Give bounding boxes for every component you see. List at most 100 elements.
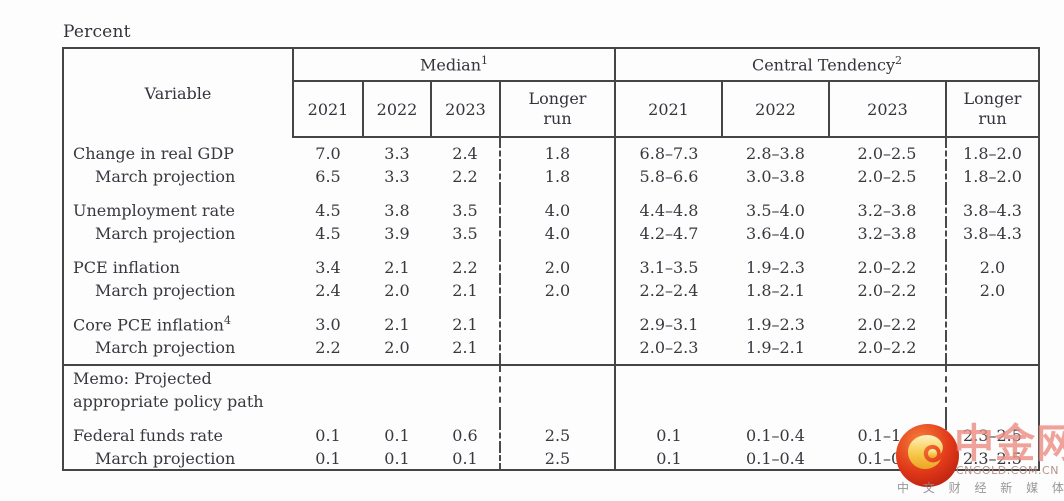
column-group-central-tendency: Central Tendency2 bbox=[614, 48, 1039, 82]
value-cell: 2.2–2.4 bbox=[614, 279, 722, 302]
spacer-row bbox=[63, 188, 1039, 199]
ct-year-2021: 2021 bbox=[614, 81, 722, 138]
value-cell: 4.2–4.7 bbox=[614, 222, 722, 245]
row-label: March projection bbox=[95, 224, 236, 243]
value-cell: 2.3–2.5 bbox=[945, 424, 1039, 448]
value-cell: 0.1–0.9 bbox=[857, 448, 917, 468]
value-cell: 2.0–2.2 bbox=[857, 315, 917, 334]
value-cell: 2.0 bbox=[945, 279, 1039, 302]
row-federal-funds-rate-march: March projection 0.1 0.1 0.1 2.5 0.1 0.1… bbox=[63, 447, 1039, 471]
row-label-text: Core PCE inflation bbox=[73, 315, 224, 335]
value-cell: 0.1 bbox=[384, 426, 410, 446]
value-cell: 3.8–4.3 bbox=[945, 199, 1039, 222]
value-cell: 1.9–2.3 bbox=[746, 315, 805, 334]
value-cell: 0.1–0.4 bbox=[746, 448, 805, 468]
row-label: March projection bbox=[95, 167, 236, 186]
value-cell: 0.1–1.1 bbox=[857, 426, 917, 446]
value-cell: 2.1 bbox=[452, 281, 478, 300]
core-pce-footnote-marker: 4 bbox=[223, 314, 231, 328]
value-cell: 1.9–2.1 bbox=[746, 338, 805, 357]
value-cell: 2.1 bbox=[384, 315, 410, 334]
row-label: March projection bbox=[95, 281, 236, 300]
value-cell: 4.4–4.8 bbox=[614, 199, 722, 222]
value-cell: 1.9–2.3 bbox=[746, 258, 805, 277]
value-cell: 1.8–2.0 bbox=[945, 142, 1039, 165]
value-cell: 3.8–4.3 bbox=[945, 222, 1039, 245]
value-cell: 3.1–3.5 bbox=[614, 256, 722, 279]
value-cell bbox=[945, 336, 1039, 359]
spacer-row bbox=[63, 137, 1039, 142]
central-tendency-label: Central Tendency bbox=[751, 55, 896, 75]
spacer-row bbox=[63, 413, 1039, 425]
value-cell: 3.3 bbox=[384, 144, 410, 163]
value-cell: 0.1 bbox=[614, 447, 722, 471]
value-cell: 3.0 bbox=[315, 315, 341, 334]
value-cell: 2.1 bbox=[452, 315, 478, 334]
row-core-pce-inflation-march: March projection 2.2 2.0 2.1 2.0–2.3 1.9… bbox=[63, 336, 1039, 359]
column-header-variable: Variable bbox=[63, 48, 294, 137]
column-group-median: Median1 bbox=[292, 48, 615, 82]
value-cell: 3.6–4.0 bbox=[746, 224, 805, 243]
value-cell: 2.0–2.5 bbox=[857, 144, 917, 163]
value-cell: 2.1 bbox=[384, 258, 410, 277]
value-cell: 3.5–4.0 bbox=[746, 201, 805, 220]
value-cell: 1.8–2.1 bbox=[746, 281, 805, 300]
row-label: Core PCE inflation4 bbox=[63, 313, 293, 336]
central-tendency-footnote-marker: 2 bbox=[895, 54, 903, 68]
row-unemployment: Unemployment rate 4.5 3.8 3.5 4.0 4.4–4.… bbox=[63, 199, 1039, 222]
value-cell bbox=[945, 313, 1039, 336]
value-cell: 2.2 bbox=[452, 167, 478, 186]
value-cell: 2.0 bbox=[499, 256, 615, 279]
value-cell: 4.0 bbox=[499, 222, 615, 245]
value-cell: 0.1 bbox=[315, 426, 341, 446]
row-label: Federal funds rate bbox=[73, 426, 223, 446]
value-cell: 2.2 bbox=[452, 258, 478, 277]
value-cell: 6.8–7.3 bbox=[614, 142, 722, 165]
value-cell: 2.4 bbox=[452, 144, 478, 163]
value-cell: 3.5 bbox=[452, 201, 478, 220]
value-cell: 0.1 bbox=[452, 448, 478, 468]
value-cell: 2.0 bbox=[499, 279, 615, 302]
value-cell: 4.5 bbox=[315, 224, 341, 243]
value-cell: 2.0–2.2 bbox=[857, 281, 917, 300]
ct-year-2022: 2022 bbox=[721, 81, 829, 138]
value-cell: 3.9 bbox=[384, 224, 410, 243]
value-cell: 0.6 bbox=[452, 426, 478, 446]
header-group-row: Variable Median1 Central Tendency2 bbox=[63, 48, 1039, 137]
value-cell: 2.0–2.5 bbox=[857, 167, 917, 186]
value-cell: 5.8–6.6 bbox=[614, 165, 722, 188]
median-longer-run: Longer run bbox=[499, 81, 615, 138]
value-cell: 2.0–2.2 bbox=[857, 258, 917, 277]
page-title: Percent bbox=[63, 22, 131, 42]
value-cell: 7.0 bbox=[315, 144, 341, 163]
value-cell: 2.0 bbox=[945, 256, 1039, 279]
watermark-tagline-text: 中 文 财 经 新 媒 体 bbox=[897, 481, 1064, 495]
value-cell: 4.0 bbox=[499, 199, 615, 222]
value-cell bbox=[499, 313, 615, 336]
value-cell: 0.1 bbox=[384, 448, 410, 468]
row-label: March projection bbox=[95, 338, 236, 357]
value-cell: 2.5 bbox=[499, 447, 615, 471]
median-year-2022: 2022 bbox=[362, 81, 431, 138]
value-cell: 2.2 bbox=[315, 338, 341, 357]
median-year-2023: 2023 bbox=[430, 81, 500, 138]
value-cell: 3.3 bbox=[384, 167, 410, 186]
economic-projections-table: Variable Median1 Central Tendency2 2021 … bbox=[62, 47, 1040, 472]
value-cell: 2.4 bbox=[315, 281, 341, 300]
median-footnote-marker: 1 bbox=[481, 54, 489, 68]
value-cell: 2.0–2.2 bbox=[857, 338, 917, 357]
header-year-row: 2021 2022 2023 Longer run 2021 2022 2023… bbox=[63, 81, 1039, 138]
value-cell: 2.0–2.3 bbox=[614, 336, 722, 359]
value-cell: 2.0 bbox=[384, 338, 410, 357]
row-pce-inflation-march: March projection 2.4 2.0 2.1 2.0 2.2–2.4… bbox=[63, 279, 1039, 302]
median-label: Median bbox=[419, 55, 482, 75]
value-cell: 3.2–3.8 bbox=[857, 224, 917, 243]
spacer-row bbox=[63, 245, 1039, 256]
spacer-row bbox=[63, 302, 1039, 313]
value-cell: 2.1 bbox=[452, 338, 478, 357]
value-cell: 3.0–3.8 bbox=[746, 167, 805, 186]
row-gdp-march: March projection 6.5 3.3 2.2 1.8 5.8–6.6… bbox=[63, 165, 1039, 188]
value-cell: 3.4 bbox=[315, 258, 341, 277]
value-cell: 2.5 bbox=[499, 424, 615, 448]
